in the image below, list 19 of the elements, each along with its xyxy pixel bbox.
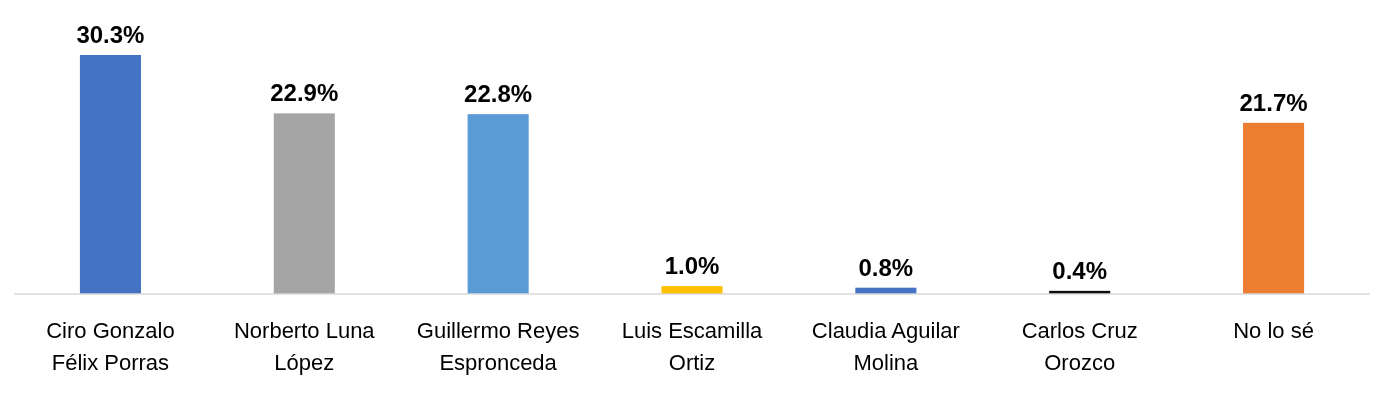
data-label: 22.8% xyxy=(464,80,533,108)
bar xyxy=(1243,122,1305,294)
data-label: 1.0% xyxy=(664,252,720,280)
bar xyxy=(467,114,529,294)
bar xyxy=(661,286,723,294)
bar xyxy=(273,113,335,294)
x-tick-label: Guillermo Reyes Espronceda xyxy=(416,318,580,375)
x-tick-label: Norberto Luna López xyxy=(233,318,376,375)
bar xyxy=(79,55,141,294)
data-label: 22.9% xyxy=(270,79,339,107)
data-label: 0.8% xyxy=(858,253,914,281)
data-label: 21.7% xyxy=(1239,88,1308,116)
data-label: 0.4% xyxy=(1052,256,1108,284)
x-tick-label: Carlos Cruz Orozco xyxy=(1021,318,1138,375)
x-tick-label: Luis Escamilla Ortiz xyxy=(621,318,764,375)
x-tick-label: Ciro Gonzalo Félix Porras xyxy=(46,318,175,375)
data-label: 30.3% xyxy=(76,21,145,48)
x-tick-label: Claudia Aguilar Molina xyxy=(811,318,960,375)
x-tick-label: No lo sé xyxy=(1233,318,1314,343)
